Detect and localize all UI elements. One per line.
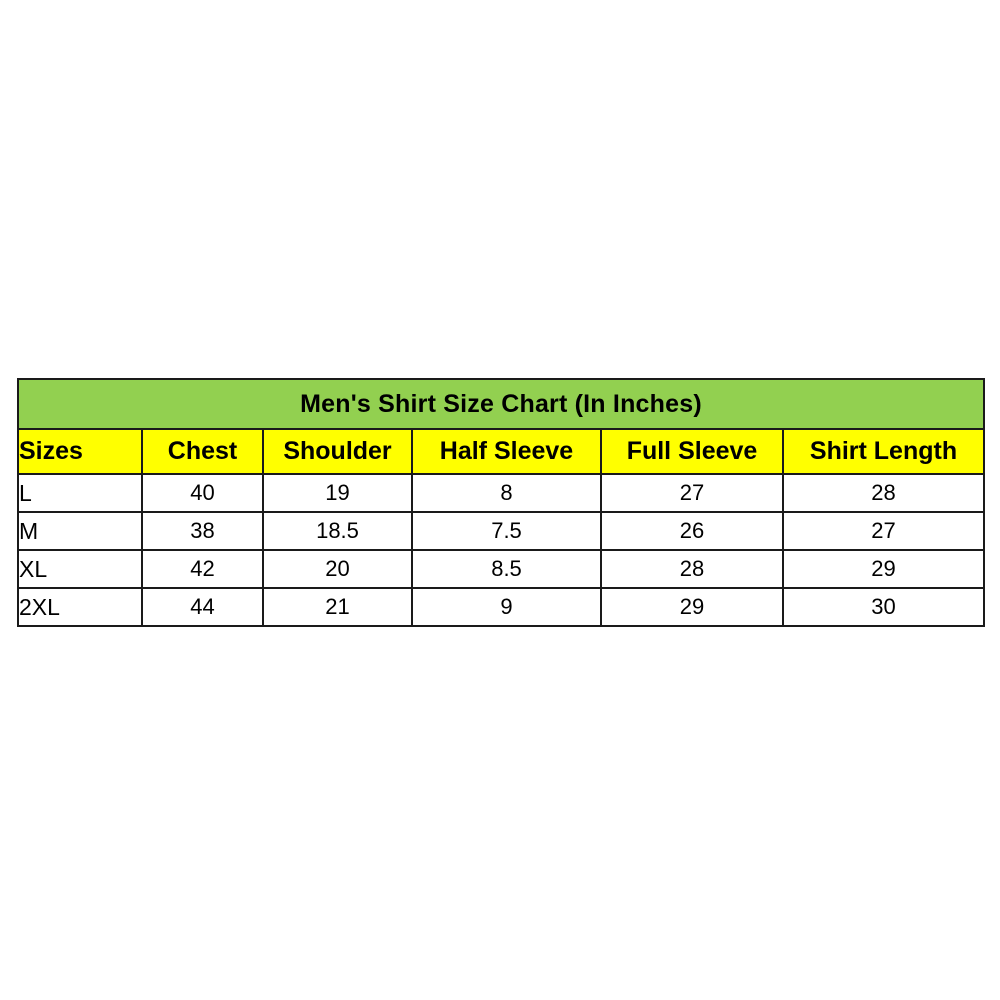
cell-shirt-length: 29 xyxy=(781,549,986,589)
cell-shoulder: 18.5 xyxy=(262,511,413,551)
table-row: XL 42 20 8.5 28 29 xyxy=(17,549,986,589)
cell-full-sleeve: 26 xyxy=(600,511,784,551)
column-header-shirt-length: Shirt Length xyxy=(781,428,986,475)
cell-chest: 42 xyxy=(141,549,264,589)
table-title-row: Men's Shirt Size Chart (In Inches) xyxy=(16,378,986,430)
cell-shirt-length: 28 xyxy=(781,473,986,513)
cell-half-sleeve: 7.5 xyxy=(411,511,602,551)
table-row: M 38 18.5 7.5 26 27 xyxy=(17,511,986,551)
table-row: 2XL 44 21 9 29 30 xyxy=(17,587,986,627)
column-header-sizes: Sizes xyxy=(17,428,143,475)
cell-size: M xyxy=(17,511,143,551)
cell-size: XL xyxy=(17,549,143,589)
table-row: L 40 19 8 27 28 xyxy=(17,473,986,513)
cell-size: 2XL xyxy=(17,587,143,627)
cell-half-sleeve: 8 xyxy=(411,473,602,513)
cell-full-sleeve: 28 xyxy=(600,549,784,589)
cell-shoulder: 20 xyxy=(262,549,413,589)
cell-shirt-length: 30 xyxy=(781,587,986,627)
cell-size: L xyxy=(17,473,143,513)
column-header-chest: Chest xyxy=(141,428,264,475)
cell-chest: 40 xyxy=(141,473,264,513)
cell-chest: 44 xyxy=(141,587,264,627)
size-chart-table: Men's Shirt Size Chart (In Inches) Sizes… xyxy=(16,378,986,627)
column-header-full-sleeve: Full Sleeve xyxy=(600,428,784,475)
table-header-row: Sizes Chest Shoulder Half Sleeve Full Sl… xyxy=(17,428,986,475)
column-header-half-sleeve: Half Sleeve xyxy=(411,428,602,475)
column-header-shoulder: Shoulder xyxy=(262,428,413,475)
cell-shoulder: 21 xyxy=(262,587,413,627)
chart-title: Men's Shirt Size Chart (In Inches) xyxy=(16,378,986,430)
cell-full-sleeve: 29 xyxy=(600,587,784,627)
cell-shirt-length: 27 xyxy=(781,511,986,551)
cell-chest: 38 xyxy=(141,511,264,551)
cell-half-sleeve: 8.5 xyxy=(411,549,602,589)
cell-half-sleeve: 9 xyxy=(411,587,602,627)
cell-shoulder: 19 xyxy=(262,473,413,513)
cell-full-sleeve: 27 xyxy=(600,473,784,513)
